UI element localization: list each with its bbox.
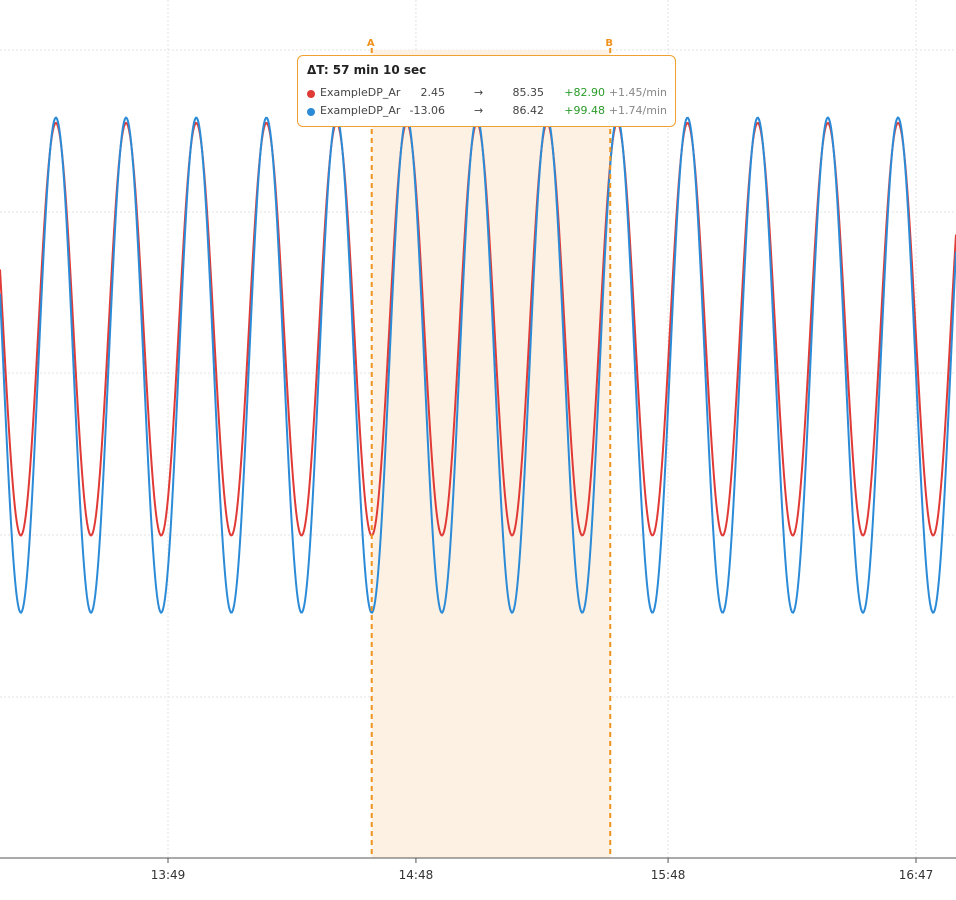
arrow-icon: → <box>474 86 484 99</box>
value-b: 85.35 <box>512 86 545 99</box>
series-dot-icon <box>307 108 315 116</box>
value-a: -13.06 <box>409 104 445 117</box>
value-b: 86.42 <box>512 104 545 117</box>
series-name: ExampleDP_Ar <box>320 104 401 117</box>
x-tick-label: 13:49 <box>151 868 186 882</box>
series-name: ExampleDP_Ar <box>320 86 401 99</box>
tooltip-row: ExampleDP_Ar 2.45 → 85.35 +82.90 +1.45/m… <box>307 86 672 102</box>
x-tick-label: 15:48 <box>651 868 686 882</box>
value-delta: +82.90 <box>564 86 605 99</box>
tooltip-title: ΔT: 57 min 10 sec <box>307 63 427 77</box>
arrow-icon: → <box>474 104 484 117</box>
value-rate: +1.45/min <box>608 86 667 99</box>
tooltip-row: ExampleDP_Ar -13.06 → 86.42 +99.48 +1.74… <box>307 104 672 120</box>
value-rate: +1.74/min <box>608 104 667 117</box>
cursor-label: A <box>367 38 375 49</box>
delta-tooltip: ΔT: 57 min 10 sec ExampleDP_Ar 2.45 → 85… <box>297 55 676 127</box>
value-a: 2.45 <box>420 86 446 99</box>
value-delta: +99.48 <box>564 104 605 117</box>
series-dot-icon <box>307 90 315 98</box>
cursor-label: B <box>605 38 613 49</box>
x-tick-label: 16:47 <box>899 868 934 882</box>
cursor-range-band <box>371 50 611 858</box>
x-tick-label: 14:48 <box>399 868 434 882</box>
